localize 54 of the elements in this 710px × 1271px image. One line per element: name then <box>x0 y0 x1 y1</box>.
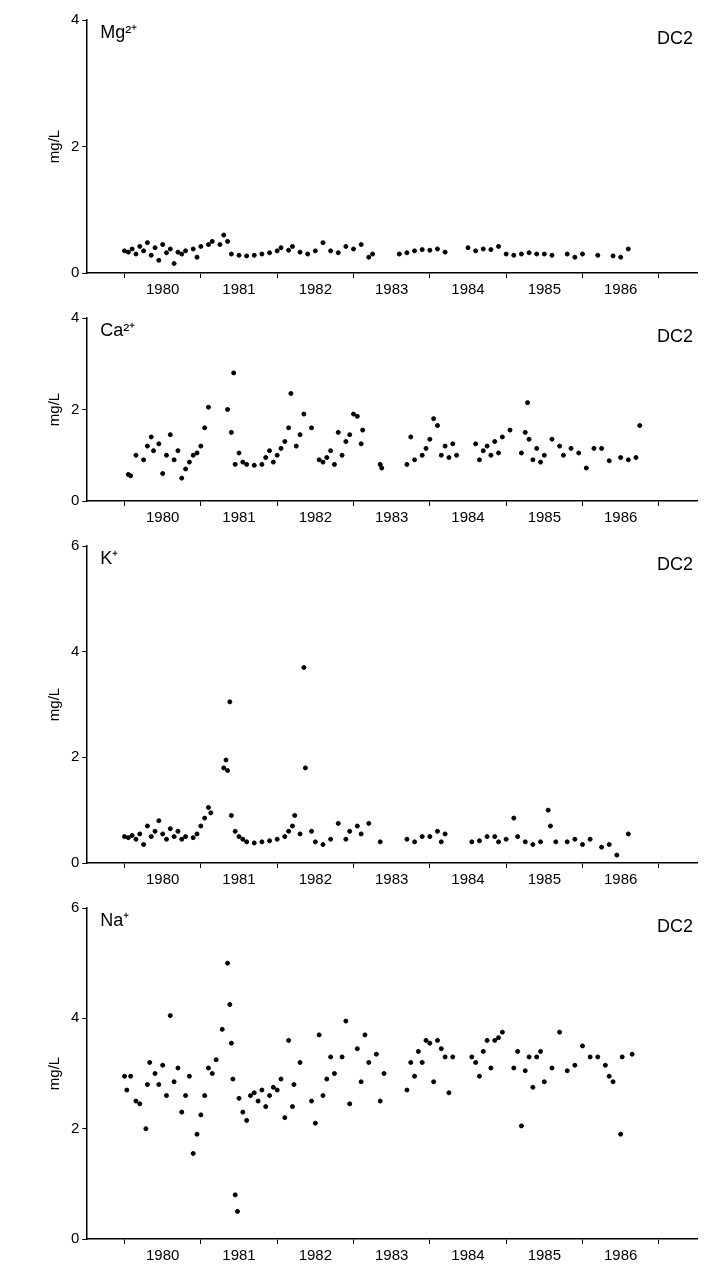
y-tick-label: 6 <box>71 898 80 916</box>
x-tick-label: 1983 <box>374 1246 409 1264</box>
y-tick-label: 4 <box>71 10 80 28</box>
x-tick-label: 1982 <box>298 1246 333 1264</box>
y-axis-title: mg/L <box>45 1056 63 1091</box>
x-tick-label: 1984 <box>451 870 485 888</box>
y-tick-label: 0 <box>71 491 80 509</box>
x-tick-label: 1982 <box>298 280 333 298</box>
x-tick-label: 1985 <box>527 870 562 888</box>
x-tick-label: 1983 <box>374 508 409 526</box>
chart-title: Ca²⁺ <box>100 319 136 340</box>
x-tick-label: 1980 <box>145 1246 180 1264</box>
x-tick-label: 1980 <box>145 280 180 298</box>
chart-subtitle: DC2 <box>656 553 693 574</box>
x-tick-label: 1981 <box>222 1246 256 1264</box>
x-tick-label: 1986 <box>603 1246 638 1264</box>
y-tick-label: 2 <box>71 136 80 154</box>
x-tick-label: 1981 <box>222 280 256 298</box>
x-tick-label: 1982 <box>298 508 333 526</box>
y-tick-label: 0 <box>71 853 80 871</box>
y-axis-title: mg/L <box>45 129 63 164</box>
x-tick-label: 1980 <box>145 508 180 526</box>
chart-title: K⁺ <box>100 547 119 568</box>
y-tick-label: 0 <box>71 263 80 281</box>
y-tick-label: 2 <box>71 399 80 417</box>
chart-subtitle: DC2 <box>656 27 693 48</box>
chart-title: Na⁺ <box>100 909 130 930</box>
x-tick-label: 1985 <box>527 1246 562 1264</box>
chart-subtitle: DC2 <box>656 325 693 346</box>
x-tick-label: 1985 <box>527 508 562 526</box>
x-tick-label: 1984 <box>451 280 485 298</box>
x-tick-label: 1981 <box>222 508 256 526</box>
y-tick-label: 4 <box>71 641 80 659</box>
y-tick-label: 2 <box>71 1118 80 1136</box>
y-axis-title: mg/L <box>45 687 63 722</box>
chart-subtitle: DC2 <box>656 915 693 936</box>
x-tick-label: 1980 <box>145 870 180 888</box>
x-tick-label: 1981 <box>222 870 256 888</box>
x-tick-label: 1986 <box>603 508 638 526</box>
y-tick-label: 4 <box>71 1008 80 1026</box>
chart-title: Mg²⁺ <box>100 21 138 42</box>
y-axis-title: mg/L <box>45 392 63 427</box>
x-tick-label: 1983 <box>374 280 409 298</box>
x-tick-label: 1984 <box>451 508 485 526</box>
x-tick-label: 1986 <box>603 870 638 888</box>
x-tick-label: 1982 <box>298 870 333 888</box>
x-tick-label: 1985 <box>527 280 562 298</box>
y-tick-label: 2 <box>71 747 80 765</box>
x-tick-label: 1984 <box>451 1246 485 1264</box>
x-tick-label: 1983 <box>374 870 409 888</box>
x-tick-label: 1986 <box>603 280 638 298</box>
y-tick-label: 6 <box>71 536 80 554</box>
y-tick-label: 4 <box>71 308 80 326</box>
y-tick-label: 0 <box>71 1229 80 1247</box>
